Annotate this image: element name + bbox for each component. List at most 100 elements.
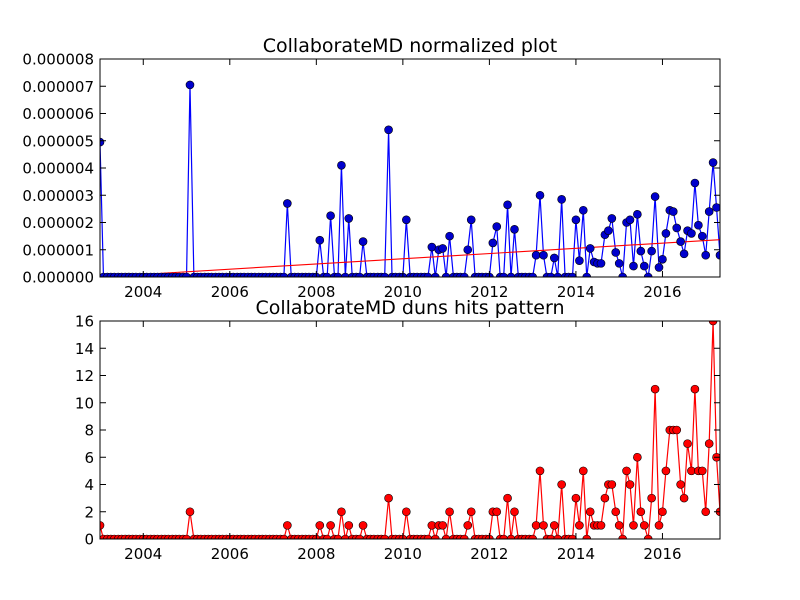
data-point — [712, 203, 720, 212]
x-tick-label: 2006 — [211, 283, 249, 301]
data-point — [654, 521, 664, 530]
data-point — [636, 246, 646, 256]
data-point — [531, 250, 541, 260]
data-point — [460, 534, 469, 539]
data-point — [182, 272, 191, 277]
x-tick-label: 2012 — [470, 545, 508, 563]
data-point — [629, 261, 638, 271]
data-point — [344, 521, 354, 530]
data-point — [355, 534, 364, 539]
y-tick-label: 12 — [75, 367, 94, 385]
x-tick-label: 2016 — [643, 283, 681, 301]
data-point — [549, 253, 559, 263]
data-point — [611, 248, 621, 257]
x-tick-label: 2014 — [557, 545, 595, 563]
y-tick-label: 4 — [84, 476, 94, 494]
data-point — [585, 507, 595, 517]
data-point — [553, 272, 563, 277]
data-point — [315, 521, 325, 530]
x-tick-label: 2008 — [297, 545, 335, 563]
x-tick-label: 2004 — [124, 283, 162, 301]
data-point — [539, 250, 548, 260]
data-point — [503, 493, 512, 503]
data-point — [643, 272, 653, 277]
data-point — [380, 272, 389, 277]
y-tick-label: 2 — [84, 503, 94, 521]
data-point — [535, 466, 545, 476]
data-point — [704, 439, 714, 448]
data-point — [701, 250, 711, 260]
data-point — [585, 244, 595, 253]
data-point — [445, 231, 454, 241]
data-point — [460, 272, 469, 277]
y-tick-label: 0.000008 — [22, 51, 94, 69]
y-tick-label: 14 — [75, 340, 94, 358]
y-tick-label: 0.000007 — [22, 78, 94, 96]
data-point — [600, 493, 610, 503]
y-tick-label: 6 — [84, 449, 94, 467]
data-point — [697, 231, 707, 241]
y-tick-label: 0.000006 — [22, 105, 94, 123]
data-point — [633, 452, 642, 462]
data-point — [639, 521, 649, 530]
data-point — [676, 480, 685, 489]
data-point — [582, 272, 592, 277]
data-point — [578, 205, 588, 215]
data-point — [358, 237, 368, 246]
data-point — [614, 521, 624, 530]
data-point — [283, 521, 292, 530]
data-point — [607, 214, 617, 223]
data-point — [326, 521, 335, 530]
data-point — [506, 534, 516, 539]
data-point — [466, 507, 476, 517]
data-point — [676, 237, 685, 246]
data-point — [333, 534, 343, 539]
data-point — [625, 480, 635, 489]
data-point — [445, 507, 454, 517]
x-tick-label: 2012 — [470, 283, 508, 301]
data-point — [531, 521, 541, 530]
data-point — [466, 215, 476, 225]
data-point — [402, 215, 411, 225]
data-point — [380, 534, 389, 539]
x-tick-label: 2008 — [297, 283, 335, 301]
data-point — [431, 534, 440, 539]
data-point — [614, 259, 624, 268]
y-tick-label: 8 — [84, 422, 94, 440]
data-point — [607, 480, 617, 489]
data-point — [654, 263, 664, 272]
data-point — [650, 384, 660, 394]
data-point — [546, 534, 556, 539]
y-tick-label: 0 — [84, 531, 94, 549]
data-point — [499, 534, 508, 539]
x-tick-label: 2004 — [124, 545, 162, 563]
data-point — [568, 534, 577, 539]
normalized-plot-title: CollaborateMD normalized plot — [263, 35, 557, 57]
data-point — [683, 439, 692, 448]
data-point — [629, 521, 638, 530]
y-tick-label: 0.000003 — [22, 187, 94, 205]
data-point — [100, 137, 105, 147]
data-point — [539, 521, 548, 530]
data-point — [337, 507, 346, 517]
data-point — [708, 321, 718, 326]
data-point — [510, 225, 519, 234]
data-point — [578, 466, 588, 476]
data-point — [423, 534, 433, 539]
hits-pattern-plot: CollaborateMD duns hits pattern 2004 2006… — [75, 297, 721, 563]
data-point — [503, 200, 512, 210]
y-tick-label: 16 — [75, 313, 94, 331]
data-point — [647, 246, 656, 256]
data-point — [185, 507, 195, 517]
data-point — [322, 534, 332, 539]
data-point — [690, 178, 700, 188]
data-point — [100, 521, 105, 530]
y-tick-label: 0.000000 — [22, 269, 94, 287]
y-tick-label: 0.000002 — [22, 214, 94, 232]
data-point — [358, 521, 368, 530]
data-point — [679, 493, 689, 503]
data-point — [668, 207, 678, 216]
data-point — [658, 254, 667, 264]
data-point — [622, 466, 631, 476]
